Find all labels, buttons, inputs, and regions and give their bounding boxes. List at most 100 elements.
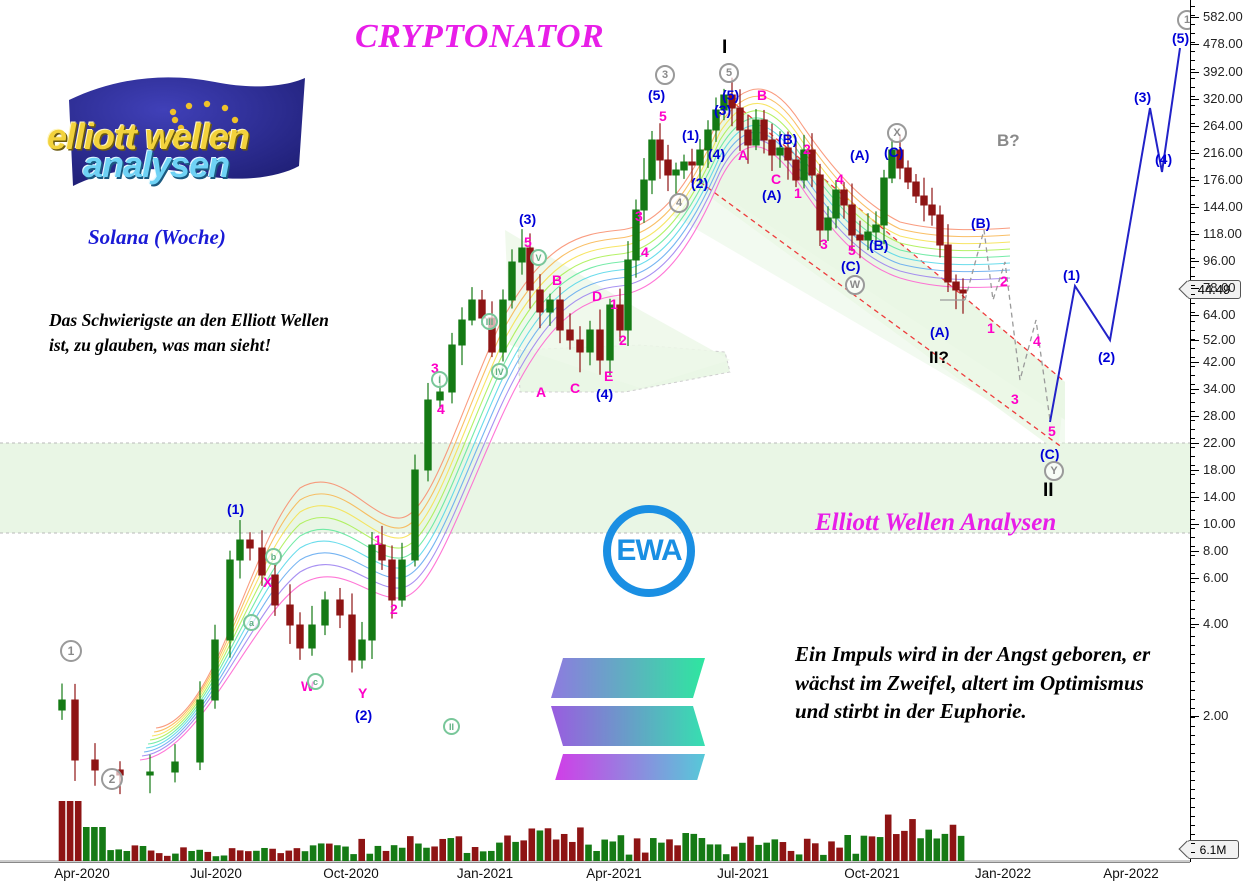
- wave-label: (B): [778, 131, 798, 147]
- wave-label: C: [771, 171, 782, 187]
- price-minor-tick: [1191, 771, 1195, 772]
- wave-label: 3: [431, 360, 439, 376]
- price-minor-tick: [1191, 735, 1195, 736]
- price-minor-tick: [1191, 465, 1195, 466]
- wave-label: (4): [596, 386, 614, 402]
- wave-label: (4): [708, 146, 726, 162]
- price-tick-label: 144.00: [1203, 199, 1243, 214]
- price-minor-tick: [1191, 105, 1195, 106]
- wave-label: (2): [691, 175, 709, 191]
- date-tick-label: Jul-2021: [717, 866, 769, 881]
- degree-marker: V: [530, 249, 547, 266]
- current-price-badge: 44.49: [1187, 280, 1241, 299]
- price-tick: [1191, 416, 1199, 417]
- wave-label: X: [263, 574, 273, 590]
- degree-marker: I: [431, 371, 448, 388]
- price-minor-tick: [1191, 168, 1195, 169]
- price-minor-tick: [1191, 402, 1195, 403]
- wave-label: (5): [1172, 30, 1190, 46]
- wave-label: E: [604, 368, 614, 384]
- price-minor-tick: [1191, 564, 1195, 565]
- date-tick-label: Jan-2021: [456, 866, 514, 881]
- wave-label: II: [1043, 480, 1054, 501]
- wave-label: (2): [355, 707, 373, 723]
- wave-label: 1: [794, 185, 802, 201]
- price-minor-tick: [1191, 42, 1195, 43]
- price-minor-tick: [1191, 681, 1195, 682]
- degree-marker: b: [265, 548, 282, 565]
- price-minor-tick: [1191, 15, 1195, 16]
- wave-label: (5): [648, 87, 666, 103]
- price-minor-tick: [1191, 744, 1195, 745]
- price-minor-tick: [1191, 393, 1195, 394]
- price-minor-tick: [1191, 699, 1195, 700]
- price-minor-tick: [1191, 24, 1195, 25]
- price-tick: [1191, 578, 1199, 579]
- instrument-title: Solana (Woche): [88, 225, 226, 249]
- price-minor-tick: [1191, 60, 1195, 61]
- price-minor-tick: [1191, 420, 1195, 421]
- price-minor-tick: [1191, 780, 1195, 781]
- degree-marker: Y: [1044, 461, 1064, 481]
- logo-text-line2: analysen: [83, 144, 230, 185]
- wave-label: (5): [722, 87, 740, 103]
- price-minor-tick: [1191, 312, 1195, 313]
- wave-label: A: [738, 147, 749, 163]
- date-tick-label: Oct-2021: [844, 866, 900, 881]
- price-minor-tick: [1191, 141, 1195, 142]
- price-minor-tick: [1191, 447, 1195, 448]
- date-axis[interactable]: Apr-2020 Jul-2020 Oct-2020 Jan-2021 Apr-2021…: [0, 862, 1190, 886]
- price-tick: [1191, 207, 1199, 208]
- price-tick-label: 320.00: [1203, 91, 1243, 106]
- date-tick-label: Jan-2022: [974, 866, 1032, 881]
- wave-label: 2: [803, 141, 811, 157]
- price-minor-tick: [1191, 843, 1195, 844]
- price-minor-tick: [1191, 474, 1195, 475]
- wave-label: 1: [374, 532, 382, 548]
- wave-label: (B): [869, 237, 889, 253]
- price-tick-label: 4.00: [1203, 616, 1229, 631]
- degree-marker: III: [481, 313, 498, 330]
- price-minor-tick: [1191, 330, 1195, 331]
- price-minor-tick: [1191, 132, 1195, 133]
- price-minor-tick: [1191, 258, 1195, 259]
- degree-marker: c: [307, 673, 324, 690]
- price-minor-tick: [1191, 618, 1195, 619]
- price-minor-tick: [1191, 483, 1195, 484]
- price-tick-label: 52.00: [1203, 332, 1236, 347]
- price-tick: [1191, 443, 1199, 444]
- price-minor-tick: [1191, 537, 1195, 538]
- wave-label: 5: [524, 234, 532, 250]
- wave-label: 5: [659, 108, 667, 124]
- price-tick-label: 176.00: [1203, 172, 1243, 187]
- wave-label: (1): [682, 127, 700, 143]
- logo-text-line1: elliott wellen: [47, 116, 250, 157]
- degree-marker: 4: [669, 193, 689, 213]
- price-minor-tick: [1191, 195, 1195, 196]
- wave-label: (3): [714, 102, 732, 118]
- wave-label: (C): [884, 144, 904, 160]
- wave-label: (C): [1040, 446, 1060, 462]
- price-minor-tick: [1191, 816, 1195, 817]
- price-minor-tick: [1191, 789, 1195, 790]
- price-tick: [1191, 362, 1199, 363]
- price-minor-tick: [1191, 555, 1195, 556]
- price-minor-tick: [1191, 123, 1195, 124]
- quote-bottom: Ein Impuls wird in der Angst geboren, er…: [795, 642, 1151, 724]
- price-minor-tick: [1191, 645, 1195, 646]
- price-tick-label: 22.00: [1203, 435, 1236, 450]
- price-minor-tick: [1191, 114, 1195, 115]
- price-minor-tick: [1191, 663, 1195, 664]
- price-tick-label: 18.00: [1203, 462, 1236, 477]
- price-minor-tick: [1191, 852, 1195, 853]
- price-minor-tick: [1191, 528, 1195, 529]
- price-axis[interactable]: 44.49 6.1M 582.00 478.00 392.00 320.00 264.0…: [1187, 0, 1243, 862]
- ewa-circle-text: EWA: [616, 534, 682, 567]
- price-tick: [1191, 261, 1199, 262]
- wave-label: 5: [848, 242, 856, 258]
- wave-label: (A): [762, 187, 782, 203]
- price-minor-tick: [1191, 636, 1195, 637]
- ewa-circle-logo: EWA: [603, 505, 695, 597]
- price-tick: [1191, 44, 1199, 45]
- price-tick-label: 392.00: [1203, 64, 1243, 79]
